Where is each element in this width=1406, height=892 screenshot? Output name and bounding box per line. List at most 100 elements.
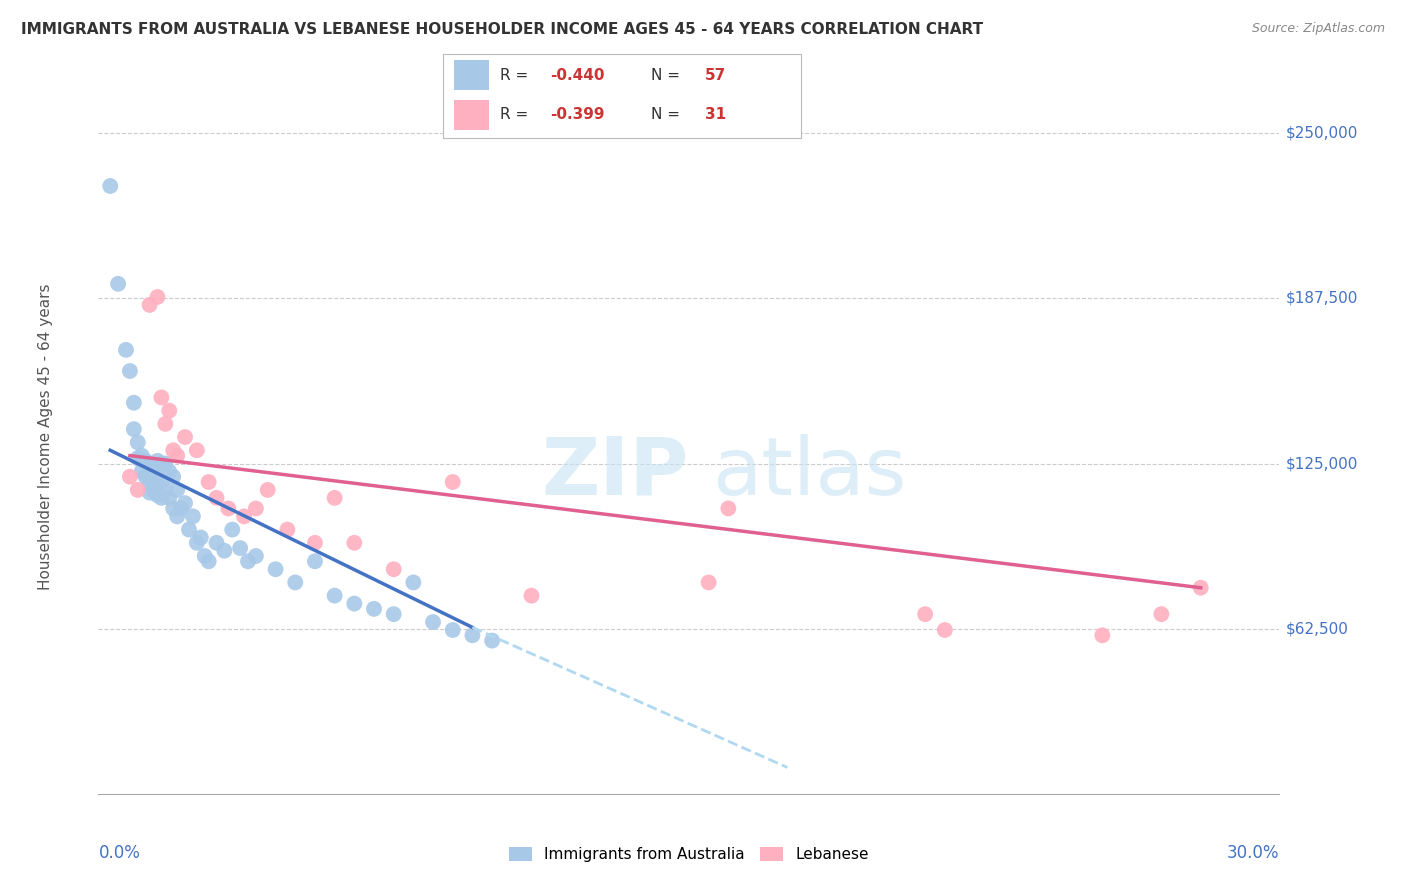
Point — [229, 541, 252, 555]
Point — [461, 628, 484, 642]
Point — [236, 554, 259, 568]
Text: atlas: atlas — [713, 434, 907, 512]
FancyBboxPatch shape — [454, 61, 489, 90]
Point — [190, 531, 212, 545]
Point — [186, 443, 208, 458]
Point — [138, 457, 160, 471]
Point — [276, 523, 298, 537]
Text: 31: 31 — [704, 107, 725, 122]
Point — [127, 483, 149, 497]
Point — [697, 575, 720, 590]
Point — [245, 549, 267, 563]
Point — [402, 575, 425, 590]
Point — [146, 290, 169, 304]
Point — [934, 623, 956, 637]
Point — [205, 491, 228, 505]
Point — [135, 454, 157, 468]
Point — [150, 457, 173, 471]
Text: Source: ZipAtlas.com: Source: ZipAtlas.com — [1251, 22, 1385, 36]
FancyBboxPatch shape — [454, 100, 489, 130]
Point — [194, 549, 217, 563]
Point — [138, 485, 160, 500]
Point — [166, 449, 188, 463]
Point — [166, 483, 188, 497]
Point — [1189, 581, 1212, 595]
Point — [146, 488, 169, 502]
Point — [138, 298, 160, 312]
Point — [382, 562, 405, 576]
Text: R =: R = — [501, 107, 533, 122]
Point — [197, 554, 219, 568]
Point — [233, 509, 256, 524]
Point — [157, 403, 180, 417]
Point — [264, 562, 287, 576]
Point — [118, 364, 141, 378]
Point — [217, 501, 239, 516]
Text: 57: 57 — [704, 68, 725, 83]
Point — [122, 395, 145, 409]
Point — [382, 607, 405, 622]
Point — [323, 491, 346, 505]
Point — [422, 615, 444, 629]
Point — [245, 501, 267, 516]
Point — [131, 465, 153, 479]
Point — [138, 475, 160, 489]
Point — [155, 457, 177, 471]
Point — [142, 465, 165, 479]
Point — [166, 509, 188, 524]
Point — [177, 523, 200, 537]
Point — [181, 509, 204, 524]
Point — [914, 607, 936, 622]
Text: IMMIGRANTS FROM AUSTRALIA VS LEBANESE HOUSEHOLDER INCOME AGES 45 - 64 YEARS CORR: IMMIGRANTS FROM AUSTRALIA VS LEBANESE HO… — [21, 22, 983, 37]
Text: -0.399: -0.399 — [551, 107, 605, 122]
Point — [162, 501, 184, 516]
Point — [717, 501, 740, 516]
Point — [162, 443, 184, 458]
Point — [363, 602, 385, 616]
Point — [174, 496, 197, 510]
Point — [214, 543, 236, 558]
Text: R =: R = — [501, 68, 533, 83]
Point — [157, 491, 180, 505]
Point — [127, 451, 149, 466]
Text: Householder Income Ages 45 - 64 years: Householder Income Ages 45 - 64 years — [38, 284, 53, 591]
Point — [1091, 628, 1114, 642]
Point — [481, 633, 503, 648]
Point — [1150, 607, 1173, 622]
Point — [284, 575, 307, 590]
Point — [146, 469, 169, 483]
Text: $125,000: $125,000 — [1285, 456, 1358, 471]
Text: N =: N = — [651, 68, 685, 83]
Legend: Immigrants from Australia, Lebanese: Immigrants from Australia, Lebanese — [503, 841, 875, 868]
Point — [441, 475, 464, 489]
Point — [205, 536, 228, 550]
Text: ZIP: ZIP — [541, 434, 689, 512]
Point — [155, 417, 177, 431]
Point — [343, 536, 366, 550]
Text: N =: N = — [651, 107, 685, 122]
Point — [174, 430, 197, 444]
Point — [150, 491, 173, 505]
Text: $250,000: $250,000 — [1285, 126, 1358, 141]
Point — [115, 343, 138, 357]
Text: 30.0%: 30.0% — [1227, 844, 1279, 862]
Point — [520, 589, 543, 603]
Text: $62,500: $62,500 — [1285, 621, 1348, 636]
Text: $187,500: $187,500 — [1285, 291, 1358, 306]
Text: 0.0%: 0.0% — [98, 844, 141, 862]
Point — [150, 391, 173, 405]
Point — [142, 483, 165, 497]
Point — [146, 454, 169, 468]
Point — [162, 469, 184, 483]
Point — [122, 422, 145, 436]
Point — [323, 589, 346, 603]
Point — [155, 483, 177, 497]
Point — [304, 554, 326, 568]
Point — [157, 465, 180, 479]
Point — [118, 469, 141, 483]
Point — [170, 501, 193, 516]
Point — [221, 523, 243, 537]
Point — [441, 623, 464, 637]
Text: -0.440: -0.440 — [551, 68, 605, 83]
Point — [197, 475, 219, 489]
